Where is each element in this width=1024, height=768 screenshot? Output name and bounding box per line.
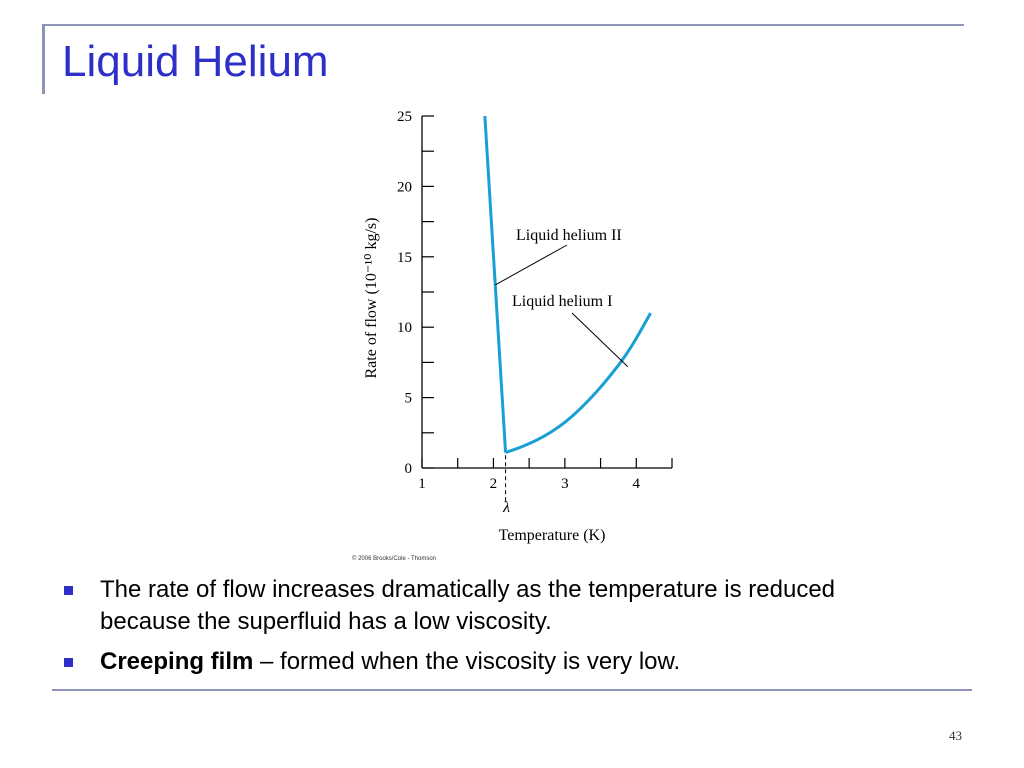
- bullet-item: The rate of flow increases dramatically …: [64, 574, 924, 638]
- x-axis-label: Temperature (K): [499, 527, 606, 544]
- y-tick-label: 25: [397, 109, 412, 125]
- copyright-notice: © 2006 Brooks/Cole - Thomson: [352, 556, 437, 562]
- y-tick-label: 10: [397, 320, 412, 336]
- leader-line-liquid-helium-i: [571, 312, 629, 367]
- x-tick-label: 1: [418, 476, 426, 492]
- bullet-text: The rate of flow increases dramatically …: [100, 576, 836, 635]
- x-tick-label: 4: [633, 476, 641, 492]
- series-label-liquid-helium-i: Liquid helium I: [512, 293, 612, 310]
- title-frame-vertical: [42, 24, 45, 94]
- y-tick-label: 5: [405, 391, 413, 407]
- bullet-square-icon: [64, 658, 73, 667]
- bullet-text: – formed when the viscosity is very low.: [253, 648, 681, 675]
- series-label-liquid-helium-ii: Liquid helium II: [516, 227, 622, 244]
- slide-title: Liquid Helium: [62, 37, 329, 86]
- series-line-liquid-helium-ii: [483, 115, 508, 453]
- leader-line-liquid-helium-ii: [495, 244, 568, 286]
- bullet-item: Creeping film – formed when the viscosit…: [64, 646, 924, 678]
- bullet-term: Creeping film: [100, 648, 254, 675]
- x-tick-label: 2: [490, 476, 498, 492]
- x-tick-label: 3: [561, 476, 569, 492]
- y-tick-label: 0: [405, 461, 413, 477]
- bullet-square-icon: [64, 586, 73, 595]
- y-axis-label: Rate of flow (10⁻¹⁰ kg/s): [363, 218, 380, 379]
- y-tick-label: 15: [397, 250, 412, 266]
- lambda-label: λ: [502, 499, 510, 516]
- series-line-liquid-helium-i: [505, 312, 652, 454]
- bullet-list: The rate of flow increases dramatically …: [64, 574, 924, 686]
- footer-divider: [52, 689, 972, 691]
- page-number: 43: [949, 728, 962, 743]
- y-tick-label: 20: [397, 179, 412, 195]
- flow-rate-chart: 0 5 10 15 20 25 1 2 3 4 λ Liquid helium II Liqui…: [363, 109, 673, 544]
- title-frame-horizontal: [42, 24, 964, 26]
